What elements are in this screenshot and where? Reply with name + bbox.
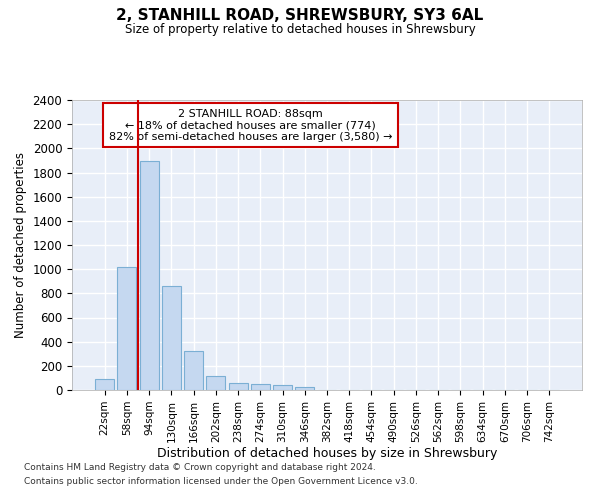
Bar	[295, 387, 314, 390]
Text: Contains public sector information licensed under the Open Government Licence v3: Contains public sector information licen…	[24, 477, 418, 486]
X-axis label: Distribution of detached houses by size in Shrewsbury: Distribution of detached houses by size …	[157, 448, 497, 460]
Bar	[184, 352, 203, 390]
Text: Size of property relative to detached houses in Shrewsbury: Size of property relative to detached ho…	[125, 22, 475, 36]
Bar	[162, 286, 181, 390]
Bar	[95, 379, 114, 390]
Bar	[273, 386, 292, 390]
Text: 2, STANHILL ROAD, SHREWSBURY, SY3 6AL: 2, STANHILL ROAD, SHREWSBURY, SY3 6AL	[116, 8, 484, 22]
Bar	[118, 267, 136, 390]
Bar	[140, 161, 158, 390]
Bar	[206, 376, 225, 390]
Y-axis label: Number of detached properties: Number of detached properties	[14, 152, 27, 338]
Text: 2 STANHILL ROAD: 88sqm
← 18% of detached houses are smaller (774)
82% of semi-de: 2 STANHILL ROAD: 88sqm ← 18% of detached…	[109, 108, 392, 142]
Bar	[251, 384, 270, 390]
Bar	[229, 383, 248, 390]
Text: Contains HM Land Registry data © Crown copyright and database right 2024.: Contains HM Land Registry data © Crown c…	[24, 464, 376, 472]
